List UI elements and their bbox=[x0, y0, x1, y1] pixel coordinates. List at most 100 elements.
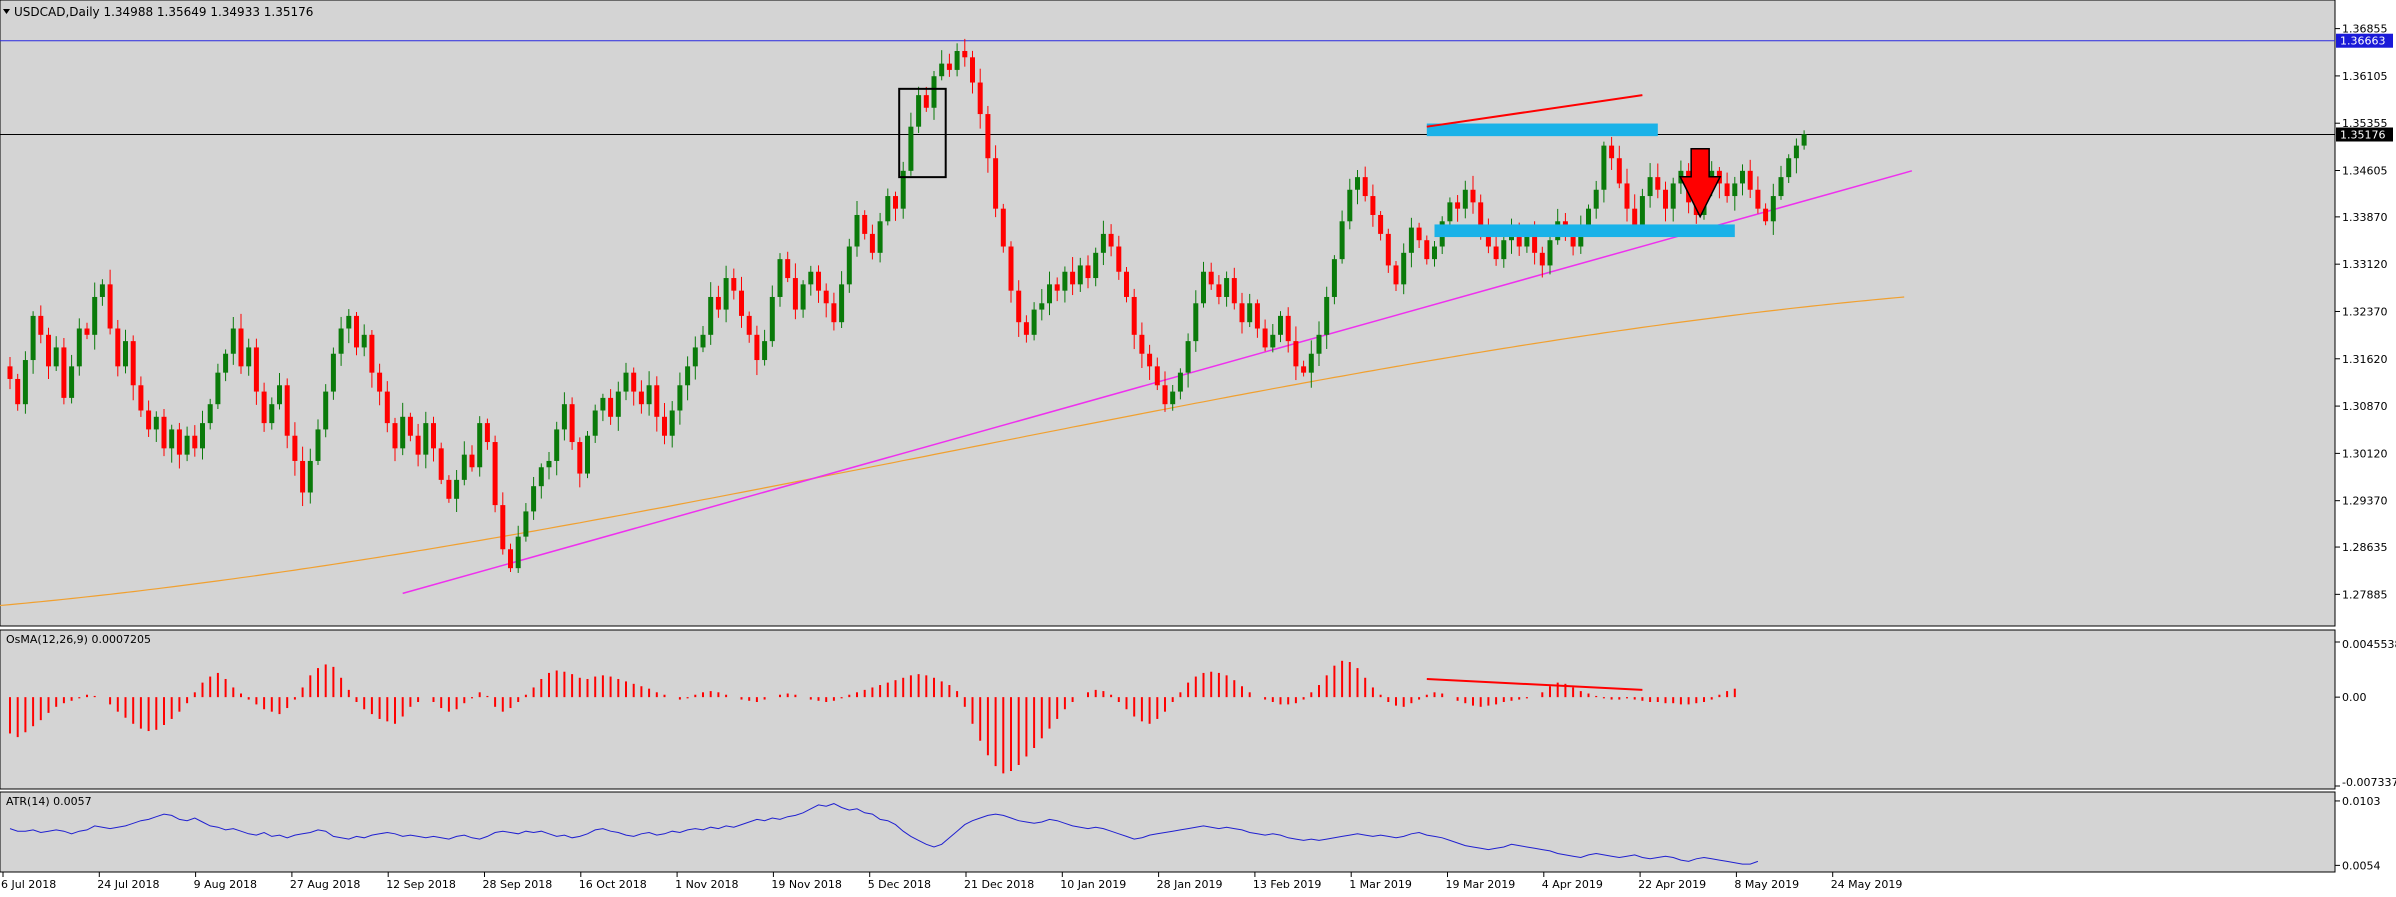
candle-body bbox=[585, 435, 590, 474]
candle bbox=[22, 351, 28, 414]
x-tick-label: 10 Jan 2019 bbox=[1060, 878, 1126, 891]
x-tick-label: 28 Jan 2019 bbox=[1157, 878, 1223, 891]
osma-tick-label: -0.0073377 bbox=[2342, 776, 2396, 789]
candle-body bbox=[1570, 233, 1576, 247]
x-tick-label: 19 Nov 2018 bbox=[771, 878, 841, 891]
candle-body bbox=[916, 95, 922, 127]
candle-body bbox=[777, 259, 783, 297]
candle-body bbox=[546, 460, 552, 468]
candle bbox=[546, 452, 552, 480]
candle bbox=[400, 402, 406, 456]
candle-body bbox=[1023, 322, 1029, 335]
candle bbox=[1031, 302, 1037, 341]
candle bbox=[446, 475, 452, 503]
candle bbox=[662, 402, 667, 445]
candle-body bbox=[7, 366, 13, 379]
candle bbox=[415, 423, 421, 467]
candle-body bbox=[1062, 271, 1068, 291]
candle bbox=[985, 105, 991, 173]
candle bbox=[1647, 163, 1653, 208]
candle bbox=[1301, 360, 1307, 377]
sell-arrow-icon bbox=[1678, 148, 1722, 219]
candle bbox=[107, 269, 113, 335]
candle bbox=[338, 316, 344, 366]
candle bbox=[754, 325, 760, 376]
candle-body bbox=[1601, 145, 1607, 190]
candle bbox=[323, 384, 329, 438]
candle bbox=[292, 422, 298, 476]
resistance-zone bbox=[1426, 123, 1658, 137]
main-panel-layer bbox=[0, 38, 2335, 607]
symbol-header: USDCAD,Daily 1.34988 1.35649 1.34933 1.3… bbox=[14, 5, 313, 19]
candle bbox=[484, 418, 490, 450]
candle bbox=[123, 329, 128, 374]
candle-body bbox=[1793, 145, 1799, 159]
candle-body bbox=[338, 328, 344, 354]
candle bbox=[923, 86, 929, 112]
x-tick-label: 13 Feb 2019 bbox=[1253, 878, 1321, 891]
candle bbox=[230, 316, 236, 365]
moving-average-line bbox=[0, 296, 1905, 607]
candle bbox=[900, 161, 906, 219]
candle-body bbox=[53, 347, 59, 367]
candle-body bbox=[492, 442, 498, 506]
candle bbox=[669, 401, 675, 448]
candle bbox=[1770, 183, 1776, 235]
current-price-tag bbox=[2336, 127, 2393, 142]
candle bbox=[1593, 180, 1599, 219]
candle bbox=[846, 238, 852, 293]
candle-body bbox=[1231, 278, 1237, 304]
candle-body bbox=[1724, 183, 1730, 197]
candle-body bbox=[515, 536, 521, 569]
candle bbox=[354, 312, 359, 356]
candle-body bbox=[407, 416, 413, 436]
candle bbox=[792, 263, 798, 320]
candle bbox=[869, 224, 875, 260]
candle bbox=[1601, 141, 1607, 203]
candle bbox=[330, 347, 336, 400]
candle bbox=[1786, 154, 1792, 183]
candle bbox=[153, 411, 159, 442]
candle-body bbox=[877, 221, 883, 253]
candle-body bbox=[115, 328, 121, 367]
candle-body bbox=[1763, 208, 1769, 222]
candle bbox=[1147, 344, 1153, 380]
candle bbox=[99, 279, 105, 306]
candle bbox=[1124, 266, 1129, 303]
candle bbox=[554, 421, 560, 476]
candle bbox=[1324, 286, 1330, 349]
candle bbox=[970, 50, 975, 94]
candle bbox=[454, 469, 460, 513]
candle-body bbox=[1362, 177, 1368, 197]
candle-body bbox=[169, 429, 175, 449]
candle bbox=[1385, 228, 1391, 273]
candle-body bbox=[384, 391, 390, 424]
candle bbox=[785, 251, 791, 283]
candle bbox=[692, 336, 698, 380]
panel-menu-triangle-icon[interactable] bbox=[3, 9, 10, 14]
candle bbox=[700, 326, 706, 353]
candle bbox=[1362, 166, 1368, 202]
candle-body bbox=[454, 479, 460, 499]
osma-panel[interactable]: OsMA(12,26,9) 0.0007205 bbox=[0, 629, 2336, 790]
x-tick-label: 19 Mar 2019 bbox=[1446, 878, 1516, 891]
atr-panel[interactable]: ATR(14) 0.0057 bbox=[0, 791, 2336, 873]
candle-body bbox=[1755, 189, 1761, 209]
candle-body bbox=[38, 315, 44, 335]
candle-body bbox=[1786, 158, 1792, 178]
main-price-panel[interactable]: USDCAD,Daily 1.34988 1.35649 1.34933 1.3… bbox=[0, 0, 2336, 627]
atr-panel-layer bbox=[9, 803, 1759, 865]
candle bbox=[1247, 293, 1253, 328]
candle-body bbox=[423, 423, 429, 455]
candle-body bbox=[1593, 189, 1599, 209]
candle bbox=[1609, 136, 1615, 170]
candle bbox=[962, 38, 968, 67]
candle-body bbox=[1147, 353, 1153, 367]
candle-body bbox=[1339, 221, 1345, 260]
candle-body bbox=[269, 404, 275, 424]
candle bbox=[1070, 257, 1076, 296]
candle bbox=[284, 378, 290, 449]
candle bbox=[469, 445, 475, 472]
candle-body bbox=[392, 423, 398, 449]
candle-body bbox=[754, 334, 760, 361]
